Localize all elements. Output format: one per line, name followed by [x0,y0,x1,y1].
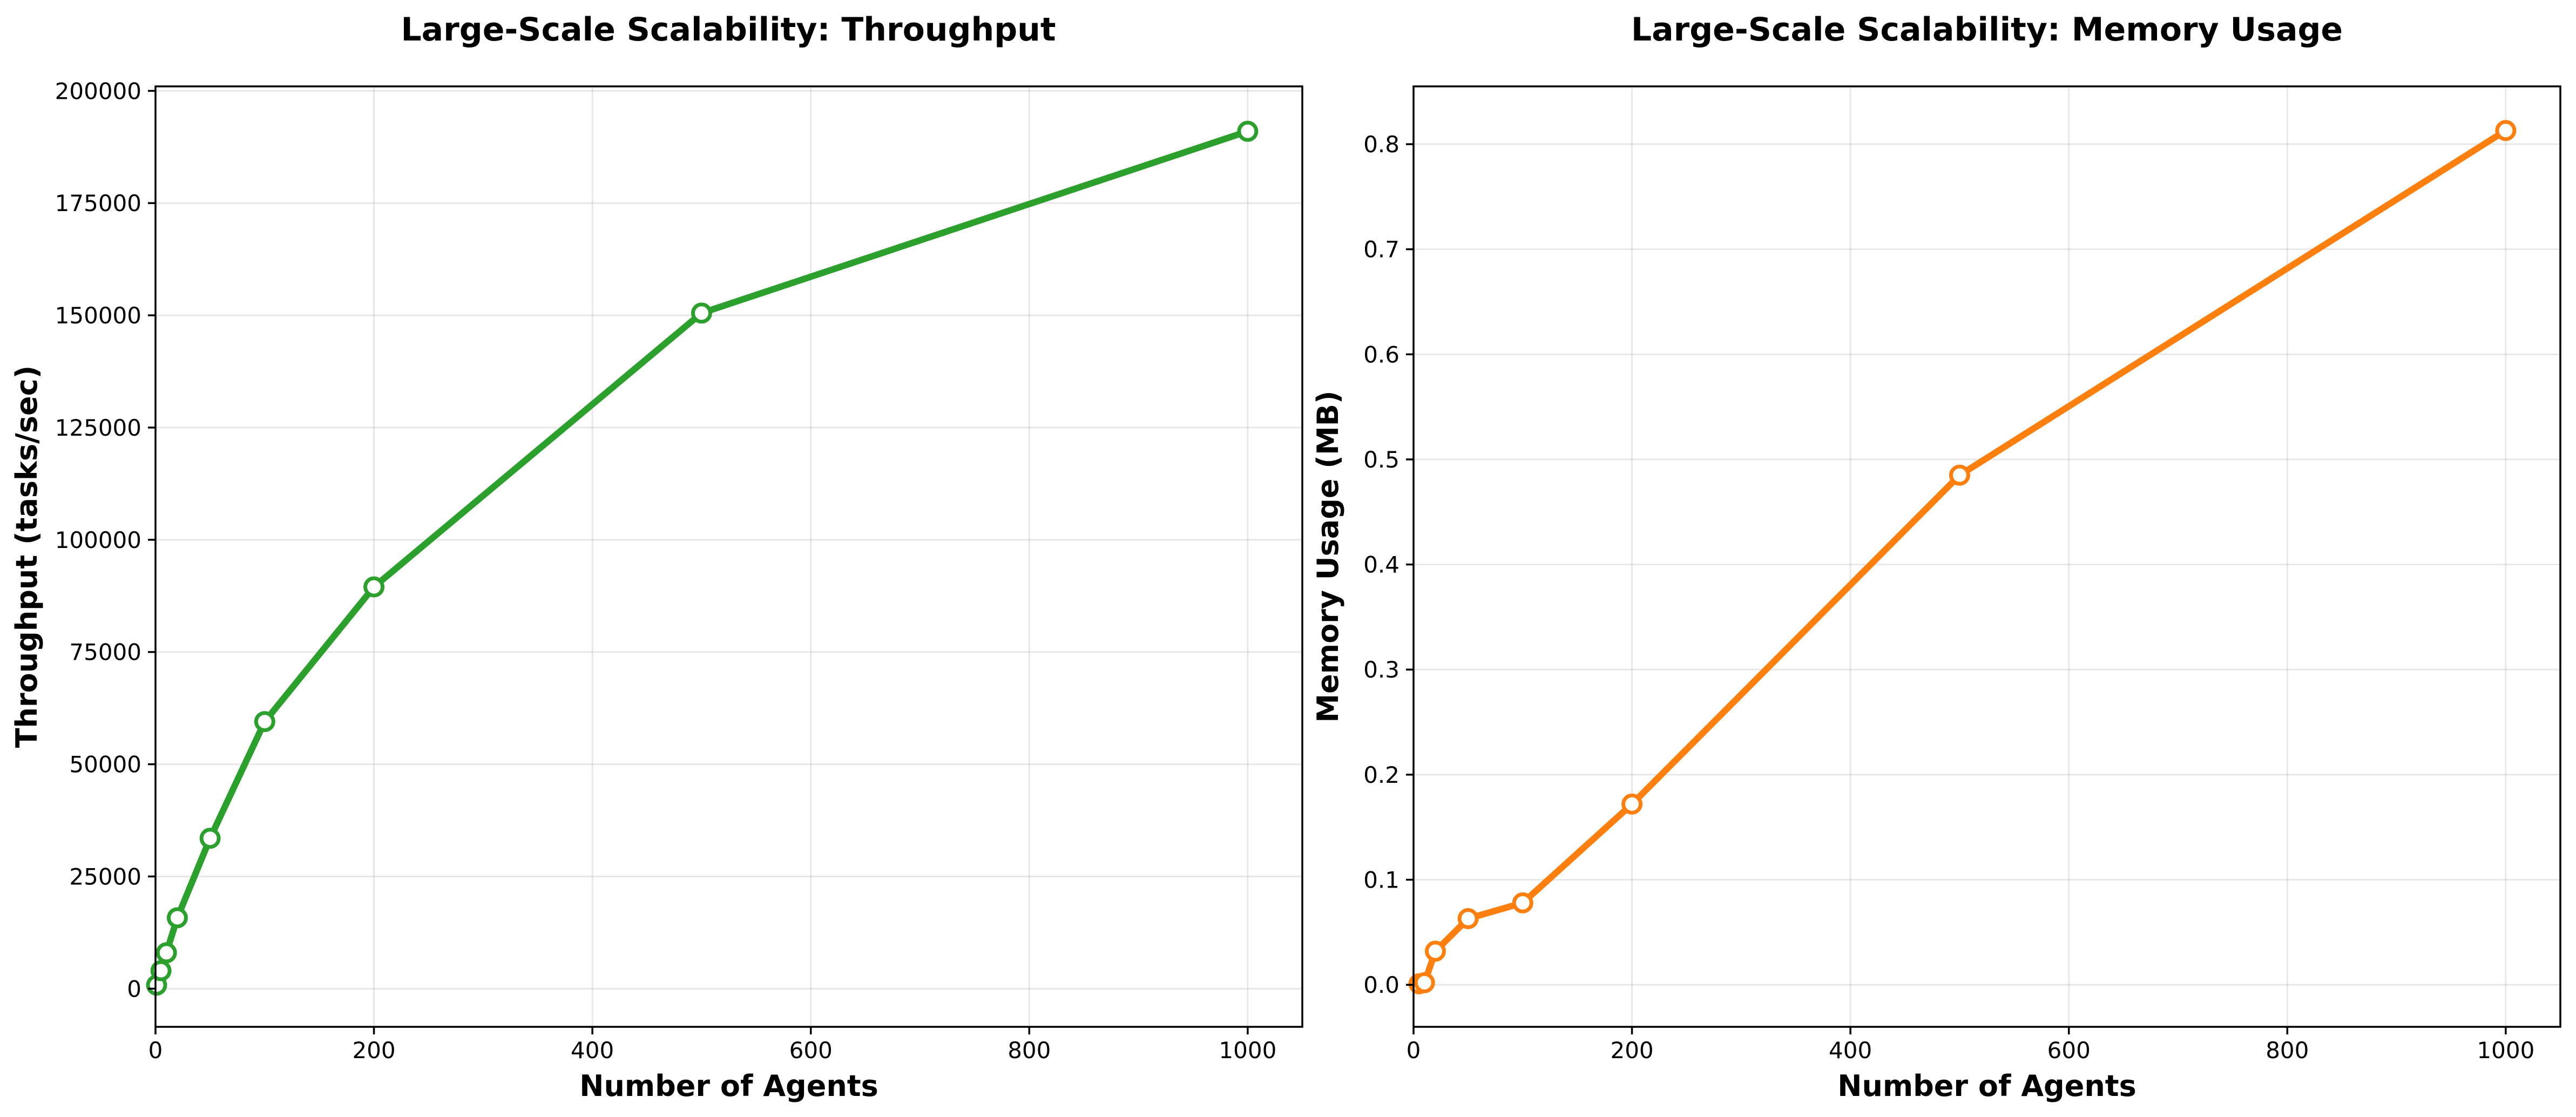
memory-usage-chart: Large-Scale Scalability: Memory Usage 0 2… [1311,11,2561,1103]
series-line [153,128,1251,989]
y-tick-label: 0.4 [1363,552,1399,578]
x-tick-label: 600 [789,1037,833,1064]
y-tick-label: 0 [127,976,141,1002]
y-tick-label: 0.8 [1363,131,1399,158]
data-point [1237,120,1259,142]
x-tick-label: 200 [1610,1037,1653,1064]
data-point [1949,464,1970,486]
y-tick-label: 0.2 [1363,762,1399,788]
x-tick-label: 800 [1008,1037,1051,1064]
x-tick-label: 200 [352,1037,395,1064]
y-tick-label: 200000 [55,78,141,104]
series-line [1416,127,2509,987]
y-axis-label: Throughput (tasks/sec) [10,365,44,748]
y-axis-label: Memory Usage (MB) [1311,390,1345,722]
y-tick-label: 0.3 [1363,656,1399,683]
x-tick-label: 400 [1829,1037,1872,1064]
x-tick-label: 0 [148,1037,163,1064]
y-tick-label: 175000 [55,190,141,216]
y-tick-label: 125000 [55,415,141,441]
x-axis-label: Number of Agents [579,1069,878,1103]
plot-area-frame [154,85,1303,1028]
data-point [2495,120,2517,141]
chart-title: Large-Scale Scalability: Throughput [401,11,1056,49]
x-tick-label: 800 [2266,1037,2309,1064]
y-tick-label: 0.5 [1363,446,1399,473]
x-tick-label: 1000 [2477,1037,2534,1064]
y-tick-label: 25000 [69,863,141,890]
y-tick-label: 75000 [69,639,141,666]
y-tick-label: 0.7 [1363,236,1399,263]
y-tick-label: 0.6 [1363,341,1399,368]
data-point [1457,908,1479,930]
y-tick-label: 150000 [55,302,141,329]
data-point [363,576,385,598]
x-tick-label: 0 [1407,1037,1421,1064]
data-point [155,942,177,964]
x-tick-label: 600 [2047,1037,2091,1064]
data-point [166,907,188,929]
y-tick-label: 50000 [69,752,141,778]
data-point [1424,940,1446,962]
chart-title: Large-Scale Scalability: Memory Usage [1631,11,2343,49]
data-point [1414,972,1435,993]
x-tick-label: 1000 [1219,1037,1276,1064]
data-point [254,711,275,733]
data-point [1512,892,1533,913]
data-point [150,960,172,981]
data-point [199,828,221,849]
x-tick-label: 400 [571,1037,614,1064]
y-tick-label: 0.1 [1363,867,1399,893]
y-tick-label: 0.0 [1363,972,1399,998]
data-point [1621,793,1643,815]
data-point [691,302,712,324]
x-axis-label: Number of Agents [1837,1069,2136,1103]
plot-area-frame [1412,85,2561,1028]
y-tick-label: 100000 [55,527,141,553]
throughput-chart: Large-Scale Scalability: Throughput 0 200… [10,11,1303,1103]
